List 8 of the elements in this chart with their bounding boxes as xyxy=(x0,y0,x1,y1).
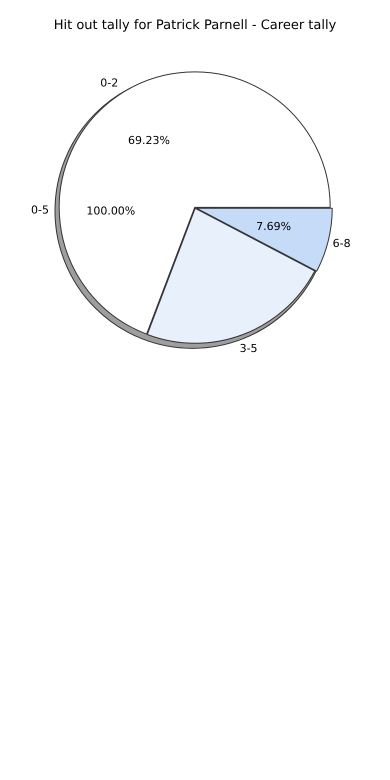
data-label: 69.23% xyxy=(128,134,170,147)
slice-label: 0-5 xyxy=(31,204,49,217)
chart-title: Hit out tally for Patrick Parnell - Career tally xyxy=(54,18,337,34)
slice-label: 6-8 xyxy=(332,236,351,250)
data-label: 100.00% xyxy=(86,204,136,218)
slice-label: 0-2 xyxy=(100,76,118,90)
data-label: 7.69% xyxy=(256,220,292,234)
slice-label: 3-5 xyxy=(240,342,258,355)
